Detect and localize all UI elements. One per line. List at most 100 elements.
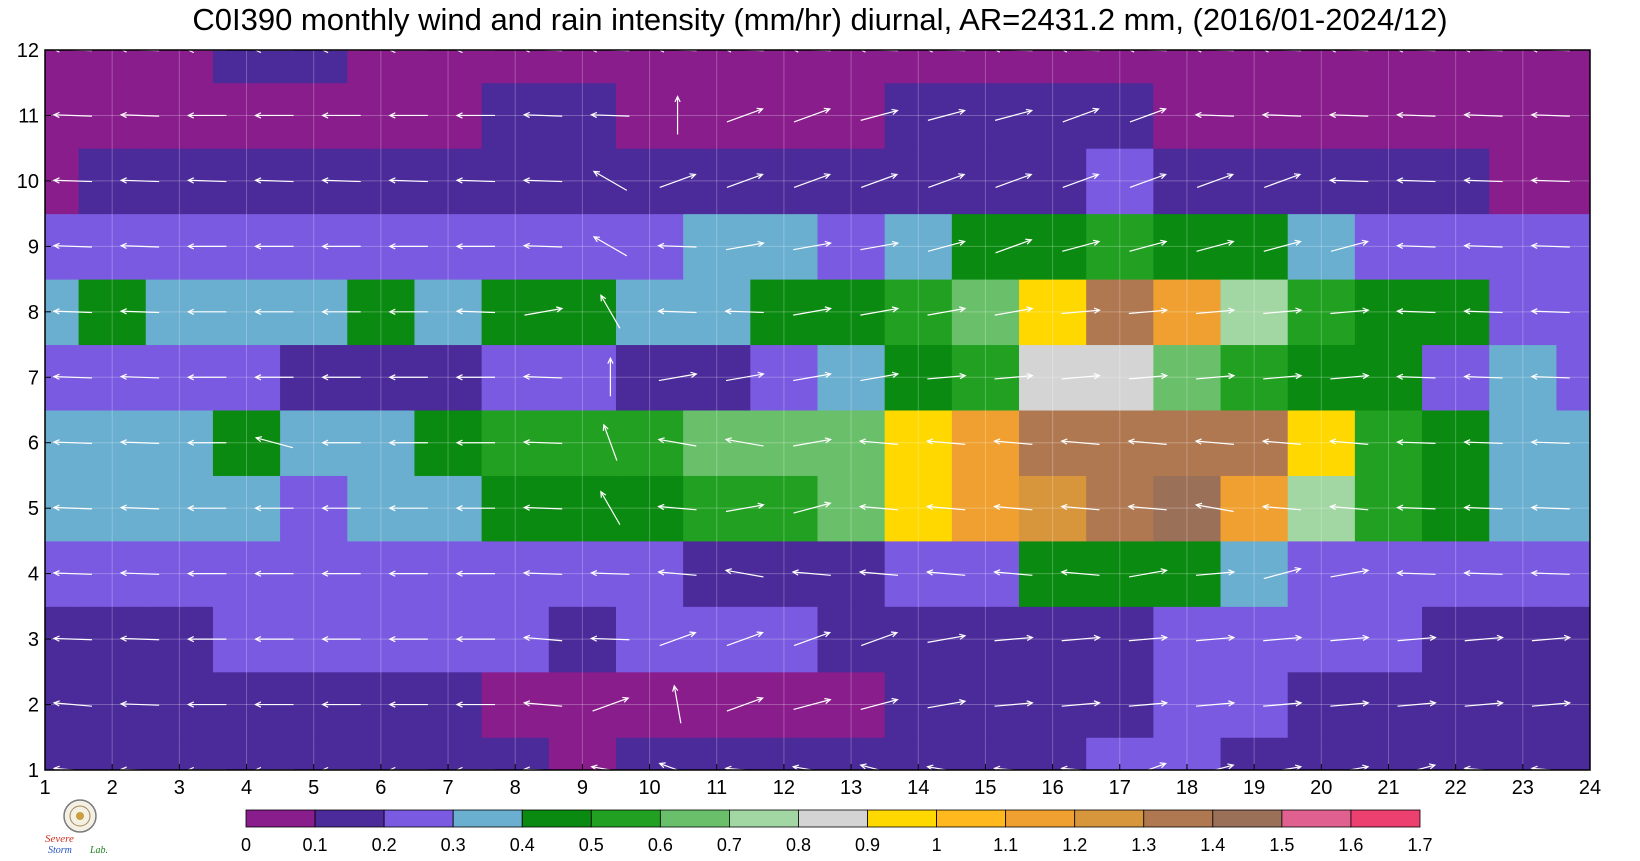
heatmap-cell: [1287, 410, 1356, 476]
heatmap-cell: [750, 50, 818, 84]
heatmap-cell: [615, 475, 684, 542]
colorbar-swatch: [521, 809, 592, 828]
wind-arrow: [388, 243, 428, 250]
wind-arrow: [1530, 439, 1570, 446]
wind-arrow: [455, 112, 496, 119]
heatmap-cell: [347, 50, 415, 84]
y-tick-label: 5: [28, 498, 39, 520]
wind-arrow: [119, 635, 160, 642]
heatmap-cell: [750, 540, 818, 607]
wind-arrow: [522, 111, 563, 119]
y-tick-label: 11: [18, 105, 39, 127]
wind-arrow: [659, 631, 697, 647]
wind-arrow: [1463, 439, 1503, 446]
wind-arrow: [1396, 570, 1436, 577]
heatmap-cell: [951, 540, 1020, 607]
wind-arrow: [321, 701, 361, 708]
wind-arrow: [1463, 242, 1503, 250]
wind-arrow: [1194, 502, 1234, 513]
logo-lab-text: Lab.: [89, 845, 108, 856]
wind-arrow: [993, 569, 1033, 576]
wind-arrow: [388, 505, 428, 512]
wind-arrow: [254, 243, 294, 250]
wind-arrow: [1196, 239, 1235, 252]
colorbar-tick-label: 1.5: [1269, 835, 1294, 855]
heatmap-cell: [683, 540, 751, 607]
wind-arrow: [254, 570, 294, 577]
wind-arrow: [1061, 700, 1101, 707]
wind-arrow: [321, 374, 361, 381]
heatmap-cell: [817, 606, 886, 673]
heatmap-cell: [884, 148, 953, 215]
heatmap-cell: [750, 671, 818, 738]
wind-arrow: [321, 635, 361, 643]
wind-arrow: [321, 243, 361, 250]
wind-arrow: [52, 635, 93, 642]
wind-arrow: [522, 634, 563, 642]
colorbar-tick-label: 0: [241, 835, 251, 855]
x-tick-label: 16: [1041, 777, 1063, 799]
wind-arrow: [1463, 504, 1503, 511]
wind-arrow: [186, 177, 227, 184]
wind-arrow: [602, 423, 618, 461]
heatmap-cell: [1153, 148, 1222, 215]
x-tick-label: 18: [1176, 777, 1198, 799]
wind-arrow: [321, 439, 361, 446]
x-tick-label: 5: [308, 777, 319, 799]
wind-arrow: [860, 108, 899, 121]
wind-arrow: [928, 173, 966, 188]
wind-arrow: [1194, 438, 1234, 445]
wind-arrow: [1396, 504, 1436, 511]
heatmap-cell: [817, 344, 886, 411]
wind-arrow: [119, 308, 160, 315]
wind-arrow: [524, 306, 564, 316]
y-tick-label: 8: [28, 302, 39, 324]
wind-arrow: [994, 306, 1034, 316]
wind-arrow: [1463, 111, 1503, 119]
heatmap-cell: [884, 540, 953, 607]
wind-arrow: [793, 107, 832, 123]
wind-arrow: [1261, 503, 1302, 511]
wind-arrow: [858, 438, 899, 445]
y-tick-label: 2: [28, 695, 39, 717]
wind-arrow: [1397, 634, 1437, 642]
wind-arrow: [592, 170, 628, 191]
wind-arrow: [1328, 111, 1369, 119]
y-tick-label: 12: [17, 40, 39, 62]
colorbar-swatch: [729, 809, 799, 828]
heatmap-cell: [951, 475, 1020, 542]
heatmap-cell: [1556, 50, 1591, 84]
wind-arrow: [793, 306, 832, 316]
heatmap-cell: [548, 50, 617, 84]
wind-arrow: [186, 701, 227, 708]
heatmap-cell: [817, 410, 886, 476]
colorbar-swatch: [659, 809, 730, 828]
x-tick-label: 3: [174, 777, 185, 799]
wind-arrow: [1128, 307, 1169, 315]
colorbar-tick-label: 1.4: [1200, 835, 1225, 855]
colorbar-swatch: [798, 809, 868, 828]
heatmap-cell: [1019, 213, 1087, 280]
wind-arrow: [657, 437, 697, 447]
wind-arrow: [1060, 438, 1100, 445]
wind-arrow: [1129, 173, 1167, 188]
wind-arrow: [1396, 177, 1436, 184]
wind-arrow: [1330, 372, 1370, 380]
wind-arrow: [388, 374, 428, 381]
wind-arrow: [1530, 570, 1570, 577]
wind-arrow: [860, 306, 900, 316]
wind-arrow: [1530, 504, 1570, 511]
colorbar-swatches: [245, 809, 1421, 828]
wind-arrow: [388, 635, 428, 643]
wind-arrow: [1060, 503, 1100, 511]
wind-arrow: [1329, 503, 1369, 511]
y-tick-label: 4: [28, 564, 39, 586]
heatmap-cell: [1220, 50, 1289, 84]
wind-arrow: [388, 570, 428, 577]
x-tick-label: 4: [241, 777, 252, 799]
wind-arrow: [1330, 239, 1369, 252]
colorbar-tick-label: 0.7: [717, 835, 742, 855]
colorbar-swatch: [1281, 809, 1352, 828]
wind-arrow: [455, 374, 496, 381]
